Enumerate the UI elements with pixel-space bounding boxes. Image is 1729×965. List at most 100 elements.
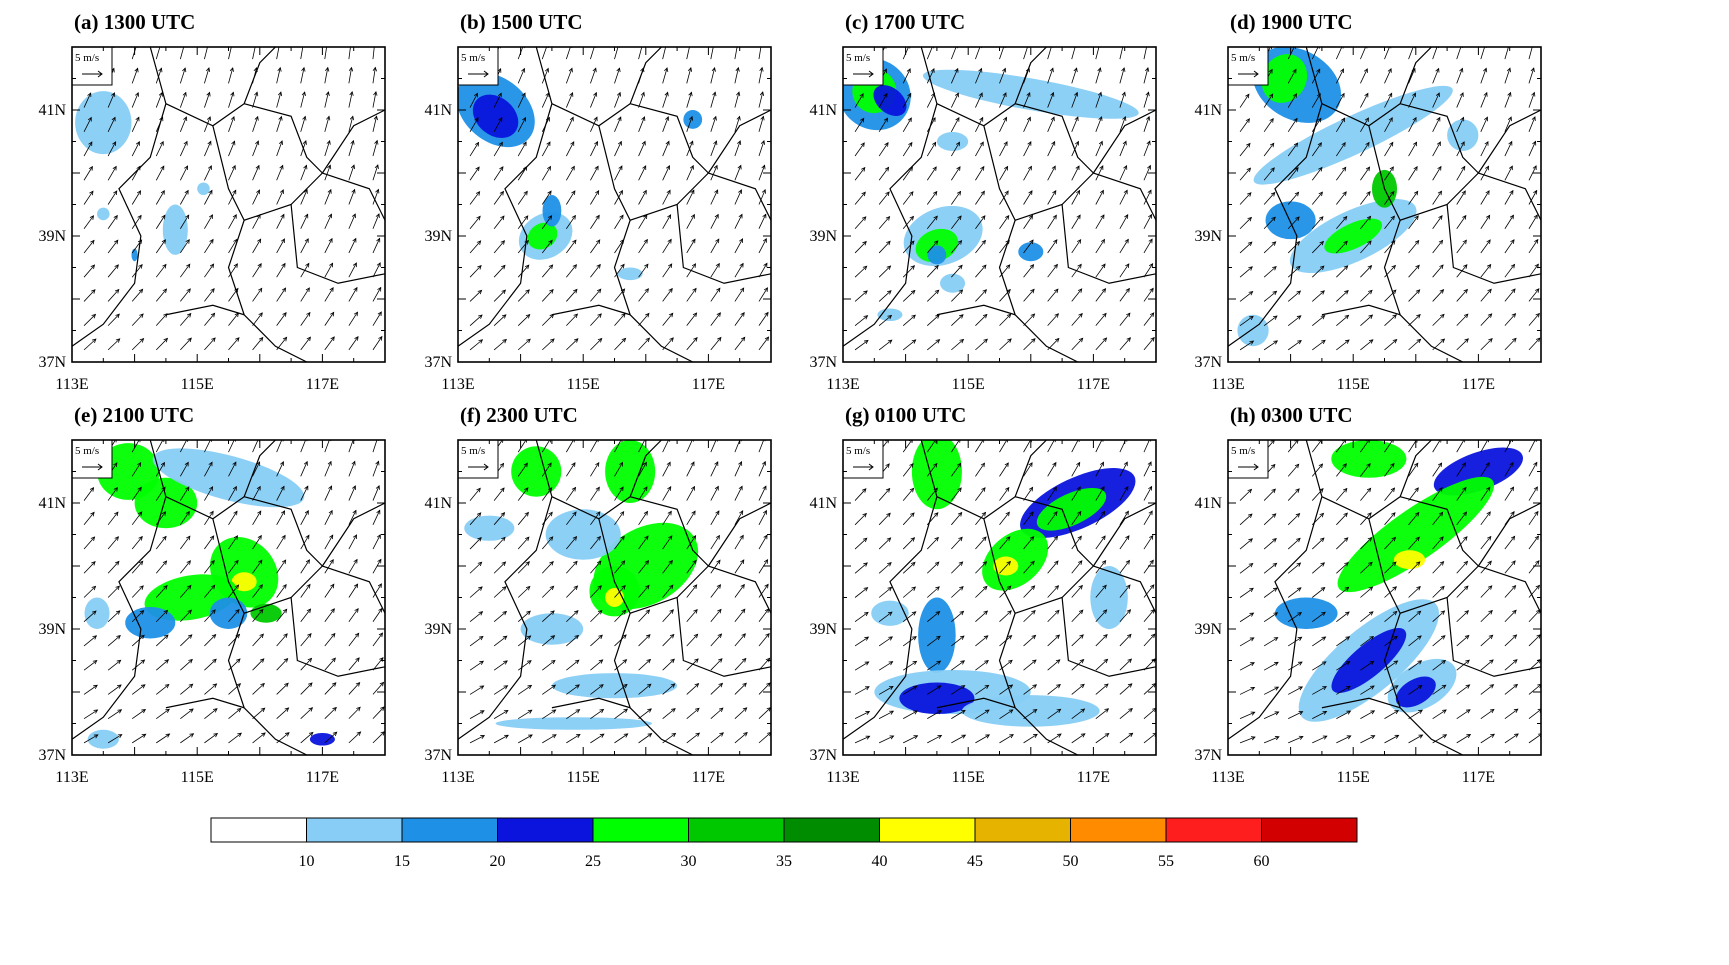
wind-arrow-head [1514, 733, 1519, 738]
wind-arrow-head [1103, 658, 1109, 664]
wind-arrow [228, 214, 237, 229]
wind-arrow [517, 463, 528, 477]
wind-arrow [180, 560, 191, 574]
wind-arrow-head [620, 560, 626, 565]
wind-arrow-head [527, 684, 533, 690]
wind-arrow [758, 608, 769, 622]
wind-arrow-head [1272, 315, 1278, 320]
wind-arrow-head [689, 164, 694, 170]
wind-arrow-head [596, 511, 601, 516]
wind-arrow [276, 732, 290, 744]
wind-arrow-head [1296, 562, 1302, 567]
wind-arrow-head [280, 485, 285, 491]
wind-arrow-head [668, 535, 673, 540]
wind-arrow [541, 462, 552, 477]
wind-arrow [1263, 538, 1277, 550]
wind-arrow [204, 263, 214, 278]
wind-arrow-head [1366, 487, 1372, 493]
wind-arrow-head [616, 91, 621, 97]
wind-arrow-head [115, 560, 120, 566]
wind-arrow-head [526, 635, 532, 640]
wind-arrow [1528, 116, 1536, 132]
wind-arrow-head [236, 707, 242, 713]
wind-arrow [1312, 587, 1326, 598]
wind-arrow-head [1126, 584, 1131, 590]
wind-arrow [758, 214, 767, 229]
wind-arrow [1311, 513, 1324, 526]
wind-arrow [710, 486, 719, 501]
wind-arrow-head [1029, 239, 1034, 245]
wind-arrow-head [570, 165, 575, 171]
wind-arrow [1432, 240, 1443, 254]
lon-tick-label: 115E [952, 769, 985, 786]
wind-arrow [638, 313, 650, 326]
wind-arrow-head [956, 462, 962, 468]
wind-arrow [1432, 166, 1442, 181]
wind-arrow [1384, 635, 1398, 647]
wind-arrow-head [1126, 312, 1131, 318]
wind-arrow-head [1272, 290, 1278, 296]
wind-arrow [951, 314, 964, 326]
wind-arrow [1384, 117, 1393, 133]
wind-arrow [1432, 264, 1444, 278]
wind-arrow-head [234, 584, 240, 590]
wind-arrow [469, 166, 480, 181]
wind-arrow [372, 534, 381, 550]
wind-arrow-head [232, 485, 237, 491]
wind-arrow [1119, 634, 1132, 647]
wind-arrow-head [1295, 216, 1300, 221]
wind-arrow-head [1250, 686, 1256, 691]
province-boundary [458, 440, 553, 740]
wind-arrow-head [1485, 190, 1490, 195]
wind-arrow-head [1319, 488, 1324, 493]
wind-arrow-head [593, 116, 598, 122]
wind-arrow-head [549, 585, 555, 591]
wind-arrow-head [163, 609, 169, 615]
wind-arrow-head [595, 461, 600, 467]
wind-arrow [590, 659, 603, 671]
wind-arrow [252, 535, 262, 550]
wind-arrow-head [716, 584, 722, 589]
wind-arrow-head [691, 510, 696, 516]
reflectivity-cell [511, 446, 562, 497]
wind-arrow-head [1002, 67, 1007, 73]
wind-arrow [372, 336, 383, 351]
wind-arrow-head [329, 534, 334, 540]
wind-arrow-head [1321, 661, 1327, 666]
wind-arrow [1071, 486, 1081, 501]
wind-arrow [155, 338, 168, 351]
wind-arrow-head [159, 116, 164, 122]
wind-arrow-head [618, 165, 623, 171]
lon-tick-label: 113E [1211, 769, 1244, 786]
wind-arrow [1336, 216, 1348, 229]
wind-arrow [1360, 488, 1371, 501]
wind-arrow [276, 584, 287, 598]
wind-arrow-head [1439, 264, 1444, 270]
wind-arrow-head [1411, 67, 1416, 73]
wind-arrow-head [1436, 141, 1441, 147]
province-boundary [1477, 109, 1541, 174]
wind-arrow-head [206, 116, 212, 121]
wind-arrow [1023, 215, 1033, 229]
wind-arrow-head [212, 708, 218, 713]
reflectivity-cell [936, 132, 969, 151]
wind-arrow [638, 659, 651, 671]
wind-arrow-head [551, 709, 557, 714]
wind-arrow-head [1006, 560, 1011, 566]
wind-arrow [252, 609, 264, 622]
wind-arrow [1287, 661, 1303, 671]
wind-arrow-head [1418, 709, 1423, 714]
wind-arrow [878, 686, 894, 695]
wind-arrow-head [595, 190, 600, 195]
wind-arrow [902, 117, 912, 133]
wind-arrow [1095, 92, 1102, 108]
wind-arrow-head [277, 66, 282, 72]
wind-arrow-head [1460, 116, 1465, 122]
wind-arrow-head [256, 485, 261, 491]
wind-arrow-head [328, 213, 333, 219]
wind-arrow-head [762, 485, 767, 491]
wind-arrow-head [1412, 92, 1416, 98]
province-boundary [1228, 440, 1323, 740]
wind-arrow [878, 710, 894, 720]
wind-arrow [1528, 535, 1539, 550]
